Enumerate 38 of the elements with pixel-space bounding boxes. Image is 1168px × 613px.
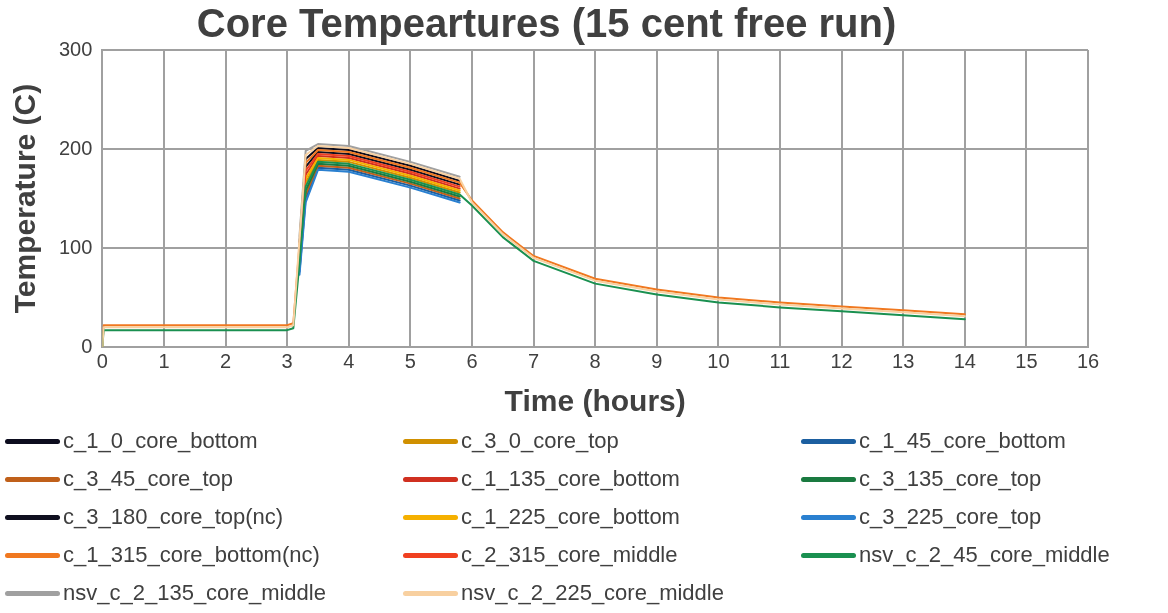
x-tick-label: 11: [769, 349, 791, 372]
x-tick-label: 12: [830, 349, 853, 372]
x-tick-label: 13: [892, 349, 915, 372]
x-tick-label: 16: [1076, 349, 1100, 372]
y-axis-title: Temperature (C): [8, 83, 42, 314]
x-tick-label: 7: [528, 349, 540, 372]
legend-label: c_3_45_core_top: [63, 466, 234, 492]
y-tick-label: 200: [58, 136, 93, 159]
x-tick-label: 10: [707, 349, 730, 372]
x-tick-label: 1: [158, 349, 170, 372]
x-tick-label: 0: [96, 349, 108, 372]
legend-label: c_1_315_core_bottom(nc): [63, 542, 320, 568]
x-tick-label: 8: [589, 349, 601, 372]
legend-label: c_3_180_core_top(nc): [63, 504, 284, 530]
legend-label: c_3_225_core_top: [859, 504, 1042, 530]
chart-title: Core Tempeartures (15 cent free run): [196, 1, 897, 46]
y-tick-label: 0: [81, 334, 93, 357]
legend-label: nsv_c_2_135_core_middle: [63, 580, 326, 606]
x-tick-label: 9: [651, 349, 663, 372]
x-tick-label: 5: [404, 349, 416, 372]
legend-label: nsv_c_2_45_core_middle: [859, 542, 1110, 568]
x-axis-title: Time (hours): [504, 384, 686, 418]
legend-label: c_1_225_core_bottom: [461, 504, 680, 530]
x-tick-label: 6: [466, 349, 478, 372]
x-tick-label: 15: [1015, 349, 1038, 372]
legend-label: c_3_0_core_top: [461, 428, 619, 454]
y-tick-label: 100: [58, 235, 93, 258]
legend-label: c_1_0_core_bottom: [63, 428, 258, 454]
x-tick-label: 2: [220, 349, 232, 372]
legend-label: nsv_c_2_225_core_middle: [461, 580, 724, 606]
legend-label: c_3_135_core_top: [859, 466, 1042, 492]
x-tick-label: 14: [953, 349, 976, 372]
x-tick-label: 4: [343, 349, 355, 372]
legend-label: c_1_45_core_bottom: [859, 428, 1066, 454]
y-tick-label: 300: [58, 37, 93, 60]
legend-label: c_2_315_core_middle: [461, 542, 678, 568]
legend-label: c_1_135_core_bottom: [461, 466, 680, 492]
x-tick-label: 3: [281, 349, 293, 372]
